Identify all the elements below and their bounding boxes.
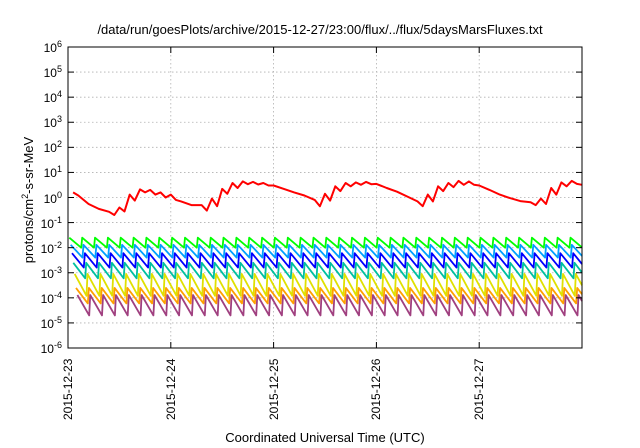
grid <box>68 47 582 348</box>
y-tick-base: 10 <box>43 41 57 55</box>
y-tick-label: 10-6 <box>6 340 62 356</box>
series-line <box>72 179 583 216</box>
series-line <box>73 273 583 297</box>
x-tick-label: 2015-12-25 <box>266 358 281 420</box>
y-tick-exp: -6 <box>53 340 62 350</box>
y-tick-exp: -3 <box>53 264 62 275</box>
y-tick-label: 106 <box>6 39 62 55</box>
y-tick-label: 105 <box>6 64 62 80</box>
chart-title: /data/run/goesPlots/archive/2015-12-27/2… <box>97 22 543 37</box>
x-tick-label: 2015-12-23 <box>61 358 75 420</box>
tick-marks <box>67 46 582 349</box>
x-tick-label: 2015-12-26 <box>369 358 384 420</box>
y-tick-exp: -1 <box>53 214 62 225</box>
y-tick-base: 10 <box>43 141 57 156</box>
y-tick-base: 10 <box>40 266 54 281</box>
x-tick-label: 2015-12-27 <box>472 358 487 420</box>
y-tick-label: 102 <box>6 139 62 155</box>
y-tick-exp: 1 <box>56 164 62 175</box>
series-line <box>76 294 583 317</box>
y-tick-exp: 2 <box>56 139 62 150</box>
y-tick-exp: -2 <box>53 239 62 250</box>
y-tick-label: 101 <box>6 164 62 180</box>
x-axis-label: Coordinated Universal Time (UTC) <box>225 430 425 445</box>
y-tick-label: 100 <box>6 190 62 206</box>
x-tick-label: 2015-12-24 <box>163 358 178 420</box>
y-tick-label: 10-1 <box>6 215 62 231</box>
y-tick-label: 10-2 <box>6 240 62 256</box>
y-tick-label: 10-3 <box>6 265 62 281</box>
y-tick-label: 103 <box>6 114 62 130</box>
y-tick-exp: 6 <box>56 39 62 49</box>
y-tick-base: 10 <box>40 316 54 331</box>
y-tick-base: 10 <box>40 291 54 306</box>
y-tick-exp: 0 <box>56 189 62 200</box>
series-lines <box>68 179 583 317</box>
y-tick-base: 10 <box>40 216 54 231</box>
series-line <box>75 287 583 305</box>
y-tick-label: 10-5 <box>6 315 62 331</box>
y-tick-base: 10 <box>43 66 57 81</box>
y-tick-exp: -4 <box>53 289 62 300</box>
series-line <box>68 236 583 249</box>
y-tick-base: 10 <box>43 91 57 106</box>
y-tick-exp: -5 <box>53 314 62 325</box>
y-tick-base: 10 <box>43 191 57 206</box>
y-tick-base: 10 <box>40 342 54 356</box>
y-tick-base: 10 <box>43 116 57 131</box>
y-tick-exp: 3 <box>56 114 62 125</box>
y-tick-label: 104 <box>6 89 62 105</box>
y-tick-exp: 5 <box>56 64 62 75</box>
series-line <box>71 252 583 269</box>
series-line <box>70 243 583 259</box>
y-tick-base: 10 <box>43 166 57 181</box>
y-tick-exp: 4 <box>56 89 62 100</box>
series-line <box>72 261 583 280</box>
y-tick-base: 10 <box>40 241 54 256</box>
y-tick-label: 10-4 <box>6 290 62 306</box>
